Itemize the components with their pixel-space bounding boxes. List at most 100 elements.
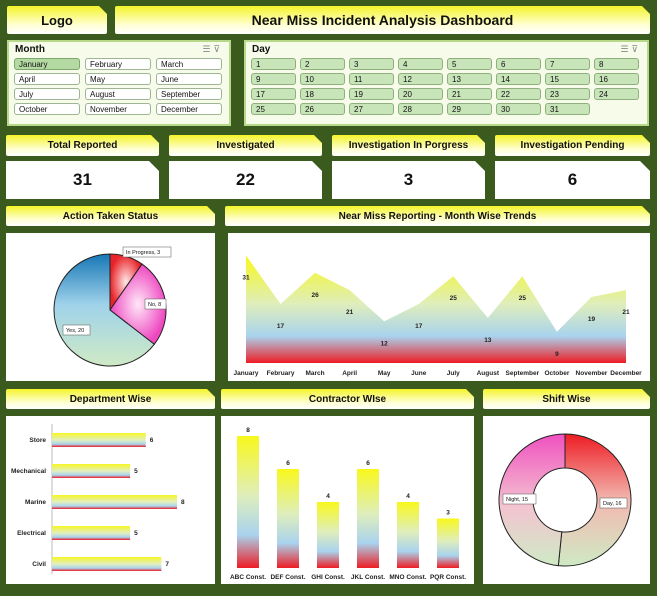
- month-option-may[interactable]: May: [85, 73, 151, 85]
- monthly-trend-header: Near Miss Reporting - Month Wise Trends: [225, 206, 650, 226]
- multi-select-icon[interactable]: ☰: [620, 44, 632, 54]
- action-status-panel: In Progress, 3 No, 8 Yes, 20: [6, 233, 215, 381]
- department-value-marine: 8: [181, 499, 185, 506]
- trend-value-label-february: 17: [277, 323, 285, 330]
- department-label-electrical: Electrical: [17, 530, 46, 537]
- day-option-27[interactable]: 27: [349, 103, 394, 115]
- trend-value-label-october: 9: [555, 351, 559, 358]
- day-option-3[interactable]: 3: [349, 58, 394, 70]
- month-option-february[interactable]: February: [85, 58, 151, 70]
- day-option-16[interactable]: 16: [594, 73, 639, 85]
- month-option-november[interactable]: November: [85, 103, 151, 115]
- trend-value-label-january: 31: [242, 274, 250, 281]
- department-value-civil: 7: [165, 561, 169, 568]
- kpi-inprogress-header: Investigation In Porgress: [332, 135, 485, 156]
- kpi-investigated-value: 22: [236, 170, 255, 189]
- trend-value-label-december: 21: [622, 309, 630, 316]
- day-option-21[interactable]: 21: [447, 88, 492, 100]
- day-option-1[interactable]: 1: [251, 58, 296, 70]
- day-option-7[interactable]: 7: [545, 58, 590, 70]
- day-option-2[interactable]: 2: [300, 58, 345, 70]
- month-option-december[interactable]: December: [156, 103, 222, 115]
- day-option-6[interactable]: 6: [496, 58, 541, 70]
- day-option-9[interactable]: 9: [251, 73, 296, 85]
- contractor-bar-def-const: [277, 469, 299, 568]
- month-option-august[interactable]: August: [85, 88, 151, 100]
- day-option-30[interactable]: 30: [496, 103, 541, 115]
- kpi-inprogress-label: Investigation In Porgress: [348, 140, 469, 151]
- donut-label-night: Night, 15: [506, 497, 528, 503]
- kpi-total-value: 31: [73, 170, 92, 189]
- trend-axis-label-november: November: [576, 370, 608, 377]
- day-option-29[interactable]: 29: [447, 103, 492, 115]
- day-option-28[interactable]: 28: [398, 103, 443, 115]
- kpi-pending-label: Investigation Pending: [520, 140, 625, 151]
- day-option-8[interactable]: 8: [594, 58, 639, 70]
- trend-area: [246, 255, 626, 363]
- logo-text: Logo: [41, 12, 73, 28]
- trend-value-label-april: 21: [346, 309, 354, 316]
- pie-label-no: No, 8: [148, 302, 161, 308]
- trend-value-label-may: 12: [381, 340, 389, 347]
- multi-select-icon[interactable]: ☰: [202, 44, 214, 54]
- day-option-22[interactable]: 22: [496, 88, 541, 100]
- day-option-11[interactable]: 11: [349, 73, 394, 85]
- trend-axis-label-july: July: [447, 370, 460, 377]
- day-option-17[interactable]: 17: [251, 88, 296, 100]
- kpi-total-label: Total Reported: [47, 140, 118, 151]
- logo-box: Logo: [7, 6, 107, 34]
- day-option-31[interactable]: 31: [545, 103, 590, 115]
- month-option-april[interactable]: April: [14, 73, 80, 85]
- department-title: Department Wise: [69, 393, 152, 405]
- day-slicer-tools: ☰⊽: [620, 44, 641, 55]
- month-option-october[interactable]: October: [14, 103, 80, 115]
- department-label-store: Store: [29, 437, 46, 444]
- department-value-electrical: 5: [134, 530, 138, 537]
- day-option-26[interactable]: 26: [300, 103, 345, 115]
- shift-panel: Day, 16 Night, 15: [483, 416, 650, 584]
- trend-value-label-august: 13: [484, 337, 492, 344]
- action-status-title: Action Taken Status: [62, 210, 159, 222]
- day-option-19[interactable]: 19: [349, 88, 394, 100]
- day-option-15[interactable]: 15: [545, 73, 590, 85]
- page-title-box: Near Miss Incident Analysis Dashboard: [115, 6, 650, 34]
- monthly-trend-area-chart: 31 17 26 21 12 17 25 13 25 9 19 21 January February Ma…: [234, 255, 642, 377]
- contractor-value-pqr-const: 3: [446, 510, 450, 517]
- action-status-header: Action Taken Status: [6, 206, 215, 226]
- kpi-inprogress-value: 3: [403, 170, 414, 189]
- day-option-24[interactable]: 24: [594, 88, 639, 100]
- day-option-5[interactable]: 5: [447, 58, 492, 70]
- contractor-value-ghi-const: 4: [326, 493, 330, 500]
- month-option-january[interactable]: January: [14, 58, 80, 70]
- day-option-25[interactable]: 25: [251, 103, 296, 115]
- department-value-store: 6: [150, 437, 154, 444]
- trend-axis-label-june: June: [411, 370, 427, 377]
- trend-value-label-september: 25: [519, 295, 527, 302]
- day-option-12[interactable]: 12: [398, 73, 443, 85]
- contractor-label-ghi-const: GHI Const.: [311, 574, 345, 581]
- kpi-investigated-label: Investigated: [216, 140, 275, 151]
- month-slicer: Month ☰⊽ January February March April May Jun…: [7, 40, 231, 126]
- month-option-march[interactable]: March: [156, 58, 222, 70]
- day-option-18[interactable]: 18: [300, 88, 345, 100]
- day-option-4[interactable]: 4: [398, 58, 443, 70]
- trend-axis-label-august: August: [477, 370, 500, 377]
- trend-axis-label-february: February: [267, 370, 295, 377]
- day-option-23[interactable]: 23: [545, 88, 590, 100]
- day-option-20[interactable]: 20: [398, 88, 443, 100]
- month-option-july[interactable]: July: [14, 88, 80, 100]
- clear-filter-icon[interactable]: ⊽: [213, 44, 223, 54]
- contractor-label-abc-const: ABC Const.: [230, 574, 266, 581]
- department-panel: Store 6 Mechanical 5 Marine 8 Electrical 5 Civil…: [6, 416, 215, 584]
- day-option-10[interactable]: 10: [300, 73, 345, 85]
- month-option-september[interactable]: September: [156, 88, 222, 100]
- department-label-civil: Civil: [32, 561, 46, 568]
- month-option-june[interactable]: June: [156, 73, 222, 85]
- day-option-14[interactable]: 14: [496, 73, 541, 85]
- page-title: Near Miss Incident Analysis Dashboard: [251, 12, 514, 28]
- clear-filter-icon[interactable]: ⊽: [631, 44, 641, 54]
- day-option-13[interactable]: 13: [447, 73, 492, 85]
- trend-axis-label-april: April: [342, 370, 357, 377]
- trend-axis-label-january: January: [234, 370, 259, 377]
- pie-label-box: [62, 324, 91, 336]
